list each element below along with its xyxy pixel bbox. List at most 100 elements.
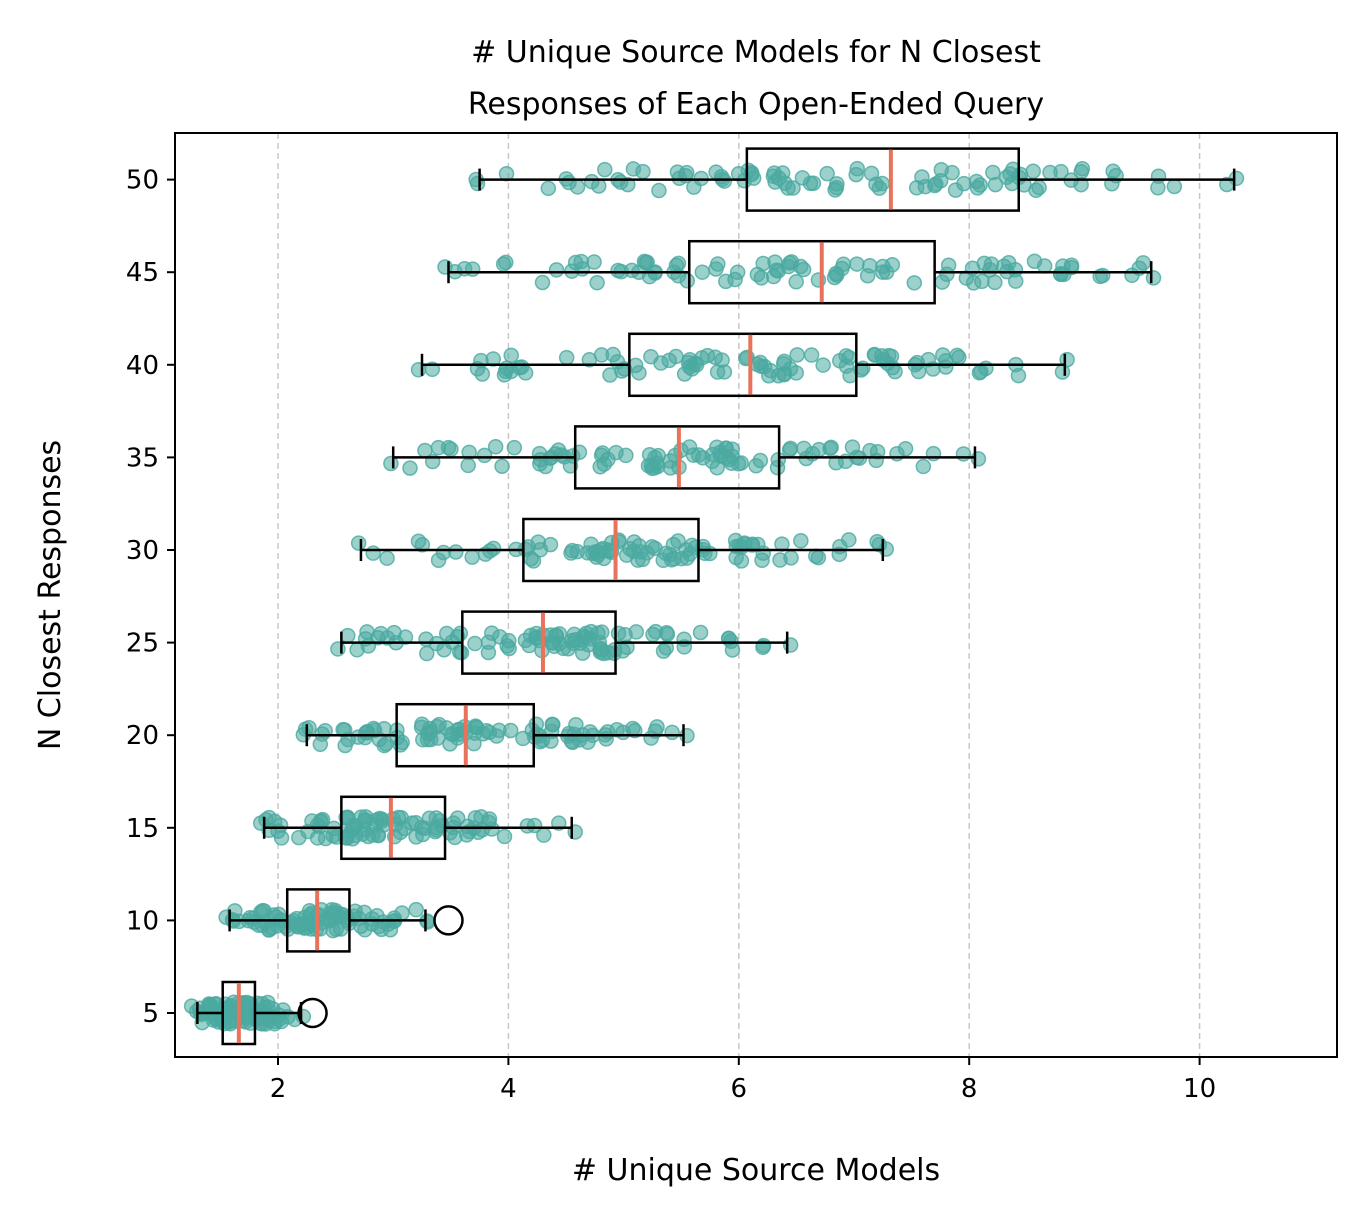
data-point <box>590 543 606 560</box>
data-point <box>789 347 805 363</box>
data-point <box>532 451 549 468</box>
data-point <box>1228 170 1245 187</box>
data-point <box>344 831 361 847</box>
data-point <box>1150 179 1166 196</box>
data-point <box>408 815 424 831</box>
data-point <box>349 642 365 658</box>
data-point <box>848 166 864 183</box>
data-point <box>602 367 618 383</box>
data-point <box>540 180 557 197</box>
data-point <box>374 813 390 829</box>
data-point <box>636 253 653 270</box>
data-point <box>673 442 689 459</box>
data-point <box>625 720 641 737</box>
data-point <box>494 458 510 475</box>
x-axis-ticks: 2 4 6 8 10 <box>270 1057 1216 1104</box>
data-point <box>379 550 395 566</box>
data-point <box>934 274 950 290</box>
data-point <box>487 439 504 455</box>
data-point <box>729 264 746 281</box>
data-point <box>1000 254 1017 271</box>
data-point <box>755 637 772 654</box>
data-point <box>408 901 424 918</box>
y-tick-label: 40 <box>126 351 159 381</box>
data-point <box>709 364 726 380</box>
data-point <box>330 641 346 657</box>
data-point <box>875 258 891 275</box>
data-point <box>781 442 798 458</box>
data-point <box>844 439 861 455</box>
data-point <box>360 828 377 845</box>
data-point <box>730 456 747 472</box>
data-point <box>580 734 596 750</box>
chart-title-line-2: Responses of Each Open-Ended Query <box>468 87 1044 122</box>
y-tick-label: 45 <box>126 258 159 288</box>
data-point <box>421 810 438 827</box>
data-point <box>627 357 644 374</box>
data-point <box>661 352 677 369</box>
data-point <box>815 357 831 373</box>
data-point <box>476 447 493 464</box>
iqr-box <box>573 425 781 490</box>
data-point <box>589 274 605 291</box>
data-point <box>906 275 923 291</box>
data-point <box>392 824 409 841</box>
data-point <box>1074 160 1091 177</box>
data-point <box>561 174 577 191</box>
data-point <box>590 625 606 642</box>
data-point <box>709 459 725 476</box>
data-point <box>643 348 659 365</box>
iqr-box <box>221 980 257 1046</box>
data-point <box>819 165 835 182</box>
data-point <box>624 262 640 279</box>
data-point <box>795 261 812 278</box>
data-point <box>390 809 407 826</box>
data-point <box>436 642 452 658</box>
data-point <box>365 545 381 561</box>
data-point <box>871 180 888 196</box>
y-tick-label: 35 <box>126 443 159 473</box>
data-point <box>438 625 455 642</box>
data-point <box>783 550 799 566</box>
data-point <box>955 446 972 462</box>
data-point <box>684 361 700 377</box>
data-point <box>420 914 436 930</box>
data-point <box>271 1007 287 1023</box>
x-tick-label: 10 <box>1183 1074 1216 1104</box>
data-point <box>536 827 552 843</box>
data-point <box>304 813 320 829</box>
data-point <box>415 731 431 748</box>
data-point <box>386 910 403 926</box>
data-point <box>502 722 519 739</box>
data-point <box>803 347 820 363</box>
data-point <box>643 457 660 473</box>
iqr-box <box>522 517 700 583</box>
data-point <box>705 446 721 463</box>
jitter-points <box>183 160 1245 1032</box>
data-point <box>448 544 464 560</box>
data-point <box>503 363 519 380</box>
data-point <box>1008 273 1024 289</box>
data-point <box>519 818 536 834</box>
data-point <box>926 177 943 194</box>
data-point <box>249 995 266 1012</box>
iqr-box <box>745 147 1020 212</box>
data-point <box>938 359 954 375</box>
data-point <box>694 264 711 280</box>
data-point <box>710 256 726 272</box>
data-point <box>670 255 687 272</box>
iqr-box <box>628 332 858 398</box>
data-point <box>841 532 857 548</box>
plot-frame <box>174 132 1338 1058</box>
data-point <box>499 638 515 654</box>
data-point <box>875 352 892 368</box>
data-point <box>460 457 476 474</box>
data-point <box>600 644 616 661</box>
data-point <box>524 722 541 738</box>
data-point <box>1025 163 1041 179</box>
data-point <box>293 916 309 932</box>
data-point <box>506 439 523 456</box>
data-point <box>443 726 460 742</box>
data-point <box>723 633 739 650</box>
